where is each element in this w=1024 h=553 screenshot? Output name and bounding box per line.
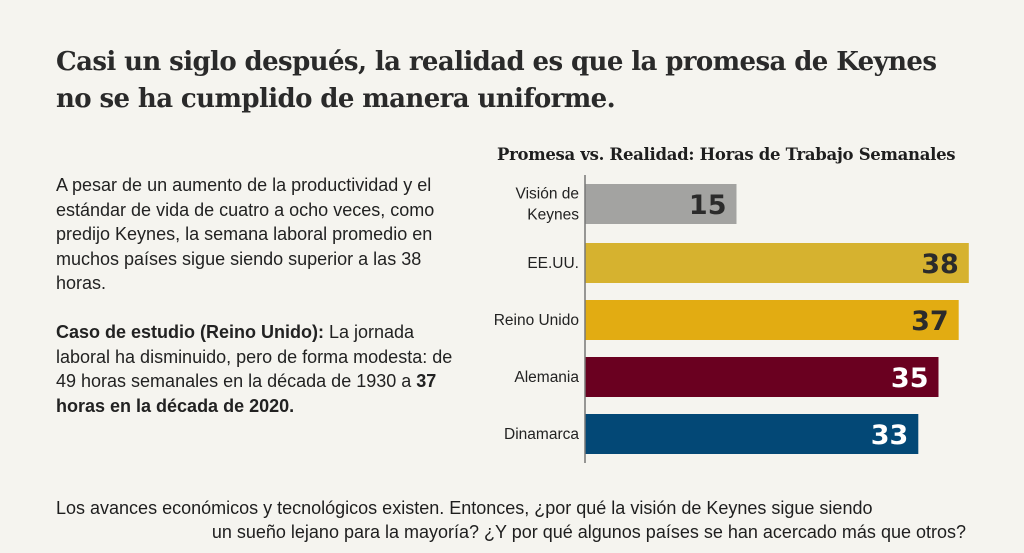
category-label-2: Reino Unido (494, 312, 579, 329)
category-label-4: Dinamarca (504, 426, 579, 443)
closing-line-1: Los avances económicos y tecnológicos ex… (56, 498, 873, 518)
data-label-2: 37 (911, 306, 949, 337)
case-study-label: Caso de estudio (Reino Unido): (56, 322, 324, 342)
bar-2 (585, 300, 959, 340)
bar-4 (585, 414, 919, 454)
closing-question: Los avances económicos y tecnológicos ex… (56, 496, 966, 544)
chart-title: Promesa vs. Realidad: Horas de Trabajo S… (497, 145, 956, 164)
data-label-4: 33 (871, 420, 909, 451)
category-label-3: Alemania (514, 369, 579, 386)
bar-3 (585, 357, 939, 397)
title-line-1: Casi un siglo después, la realidad es qu… (56, 47, 937, 77)
title-line-2: no se ha cumplido de manera uniforme. (56, 84, 616, 114)
bar-1 (585, 243, 969, 283)
case-study-text: La jornada laboral ha disminuido, pero d… (56, 322, 453, 391)
category-label-1: EE.UU. (527, 255, 579, 272)
page-title: Casi un siglo después, la realidad es qu… (56, 44, 976, 118)
data-label-3: 35 (891, 363, 929, 394)
data-label-0: 15 (689, 190, 727, 221)
closing-line-2: un sueño lejano para la mayoría? ¿Y por … (211, 522, 966, 542)
bar-0 (585, 184, 737, 224)
case-study-paragraph: Caso de estudio (Reino Unido): La jornad… (56, 320, 456, 418)
data-label-1: 38 (921, 249, 959, 280)
intro-paragraph: A pesar de un aumento de la productivida… (56, 175, 435, 293)
case-study-emphasis: 37 horas en la década de 2020. (56, 371, 437, 416)
category-label-0: Visión de Keynes (516, 186, 580, 224)
